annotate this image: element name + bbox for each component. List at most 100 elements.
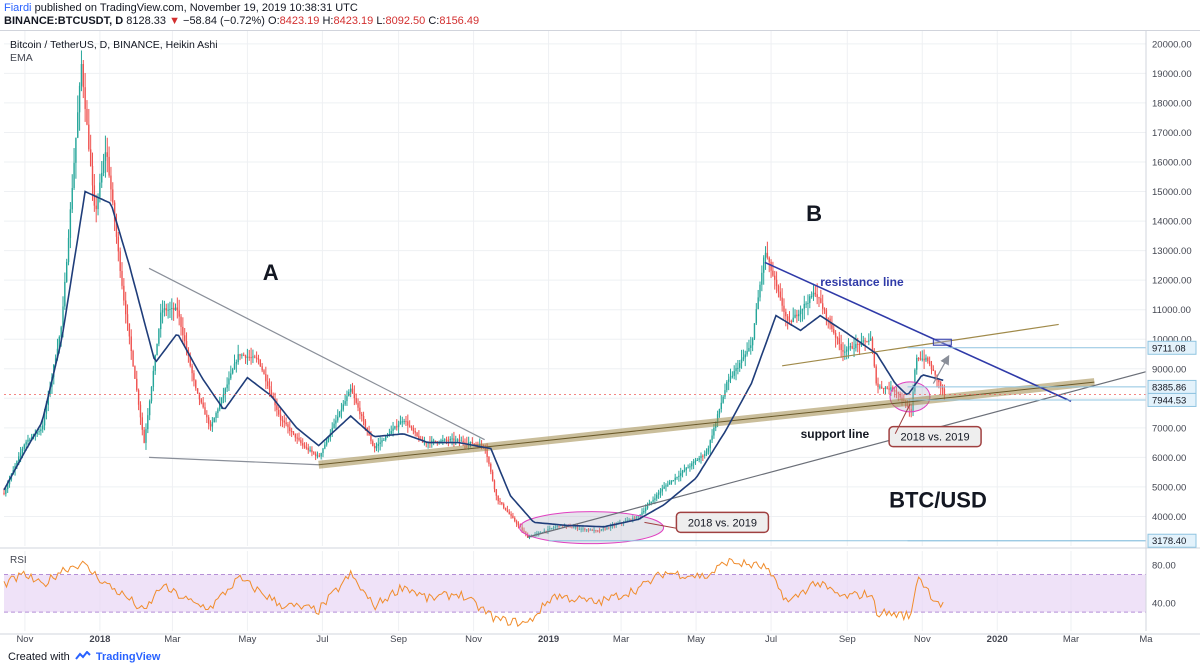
candle-body: [320, 453, 322, 457]
candle-body: [635, 516, 638, 519]
candle-body: [80, 64, 83, 86]
candle-body: [412, 428, 415, 432]
author-link[interactable]: Fiardi: [4, 2, 32, 14]
candle-body: [161, 309, 164, 313]
candle-body: [77, 112, 79, 138]
candle-body: [783, 305, 785, 312]
comparison-zone-2019: [519, 511, 665, 545]
symbol-info: BINANCE:BTCUSDT, D 8128.33 ▼ −58.84 (−0.…: [4, 15, 479, 27]
candle-body: [914, 369, 916, 392]
candle-body: [833, 329, 835, 333]
candle-body: [283, 420, 285, 423]
candle-body: [246, 356, 249, 358]
candle-body: [399, 421, 402, 425]
price-axis-label: 17000.00: [1152, 128, 1192, 139]
candle-body: [456, 439, 459, 441]
rsi-band: [4, 574, 1146, 613]
candle-body: [160, 312, 162, 330]
candle-body: [726, 381, 728, 391]
channel-line: [782, 323, 1059, 367]
candle-body: [786, 316, 789, 321]
candle-body: [534, 534, 536, 536]
candle-body: [219, 403, 221, 410]
candle-body: [908, 406, 911, 410]
time-axis-label: May: [687, 634, 705, 645]
candle-body: [324, 444, 326, 449]
candle-body: [746, 351, 748, 355]
candle-body: [196, 388, 199, 393]
candle-body: [506, 510, 509, 512]
candle-body: [108, 156, 110, 176]
candle-body: [779, 291, 781, 298]
price-axis-label: 15000.00: [1152, 187, 1192, 198]
candle-body: [375, 446, 378, 449]
candle-body: [257, 358, 260, 360]
price-axis-label: 14000.00: [1152, 217, 1192, 228]
time-axis-label: 2020: [987, 634, 1008, 645]
candle-body: [799, 310, 802, 315]
candle-body: [785, 311, 787, 317]
candle-body: [663, 486, 665, 489]
candle-body: [563, 525, 566, 527]
candle-body: [864, 340, 866, 342]
price-mark-badge: [1147, 533, 1197, 548]
candle-body: [823, 308, 826, 311]
ema-line: [3, 190, 944, 528]
price-chart[interactable]: 20000.00 19000.00 18000.00 17000.00 16000.00…: [0, 31, 1200, 649]
callout-connector: [894, 403, 911, 434]
candle-body: [254, 356, 256, 358]
candle-body: [499, 501, 501, 503]
candle-body: [184, 335, 186, 342]
candle-body: [862, 340, 864, 342]
candle-body: [469, 441, 472, 443]
candle-body: [689, 466, 691, 468]
candle-body: [368, 431, 370, 436]
open-value: 8423.19: [279, 15, 320, 27]
candle-body: [169, 308, 171, 310]
candle-body: [683, 470, 686, 472]
candle-body: [307, 447, 309, 451]
candle-body: [313, 452, 315, 454]
candle-body: [552, 527, 555, 529]
candle-body: [237, 354, 239, 363]
candle-body: [418, 435, 420, 440]
candle-body: [191, 365, 193, 374]
candle-body: [637, 516, 640, 518]
candle-body: [916, 357, 918, 370]
candle-body: [99, 182, 101, 197]
candle-body: [147, 415, 149, 430]
tradingview-brand[interactable]: TradingView: [95, 651, 161, 663]
candle-body: [591, 529, 593, 531]
candle-body: [130, 336, 132, 351]
candle-body: [831, 324, 833, 330]
candle-body: [906, 406, 909, 408]
candle-body: [217, 409, 219, 414]
candle-body: [451, 438, 453, 440]
candle-body: [604, 528, 606, 530]
support-label: support line: [801, 427, 870, 441]
candle-body: [458, 439, 461, 442]
candle-body: [364, 420, 367, 428]
footer: Created with TradingView: [8, 651, 160, 663]
price-axis-label: 9000.00: [1152, 364, 1186, 375]
candle-body: [644, 508, 647, 511]
candle-body: [711, 435, 713, 441]
callout-box: [675, 511, 770, 534]
candle-body: [134, 366, 136, 379]
candle-body: [91, 166, 94, 186]
candle-body: [853, 348, 855, 350]
candle-body: [646, 505, 649, 509]
candle-body: [781, 297, 783, 306]
publish-text: published on TradingView.com, November 1…: [34, 2, 358, 14]
rsi-axis-label: 40.00: [1152, 598, 1176, 609]
candle-body: [342, 404, 344, 410]
candle-body: [809, 296, 811, 303]
candle-body: [930, 364, 933, 370]
candle-body: [62, 306, 64, 328]
candle-body: [877, 383, 879, 388]
candle-body: [868, 340, 870, 342]
candle-body: [124, 300, 127, 315]
candle-body: [84, 87, 86, 109]
candle-body: [491, 471, 494, 481]
down-arrow-icon: ▼: [169, 15, 180, 27]
